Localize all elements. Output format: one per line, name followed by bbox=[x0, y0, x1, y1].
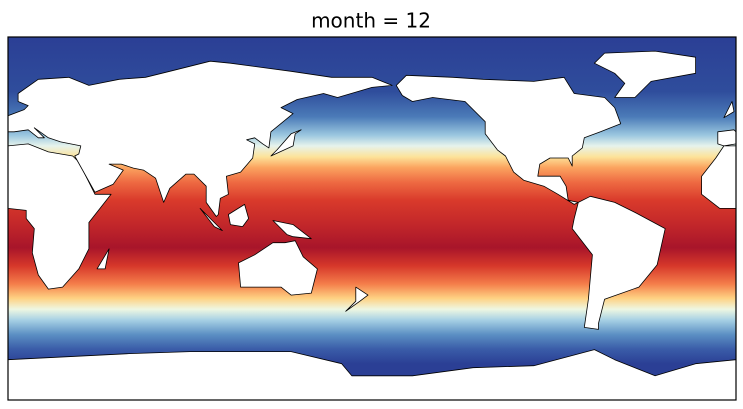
iberia bbox=[717, 129, 736, 147]
map-area bbox=[8, 37, 736, 400]
new-guinea bbox=[272, 220, 312, 240]
africa bbox=[8, 143, 112, 290]
north-america bbox=[395, 74, 622, 205]
south-america bbox=[571, 195, 666, 330]
map-title: month = 12 bbox=[311, 9, 431, 33]
west-africa bbox=[701, 145, 736, 209]
antarctica bbox=[8, 349, 736, 400]
eurasia bbox=[8, 60, 393, 217]
borneo bbox=[227, 203, 250, 228]
new-zealand bbox=[345, 286, 369, 312]
sumatra bbox=[199, 207, 223, 232]
madagascar bbox=[96, 248, 110, 270]
britain bbox=[723, 101, 735, 119]
japan bbox=[270, 129, 302, 157]
greenland bbox=[594, 50, 696, 98]
map-frame bbox=[7, 36, 737, 401]
australia bbox=[238, 240, 318, 296]
